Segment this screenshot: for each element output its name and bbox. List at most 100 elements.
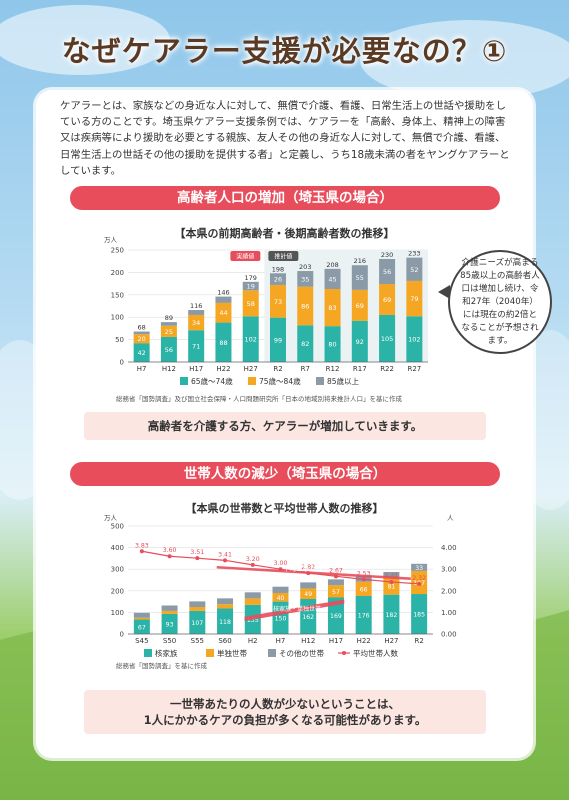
chart2-xtick: H27 [384,637,398,645]
chart2-bar-value: 107 [191,620,203,627]
chart2-ytick-right: 2.00 [441,587,457,595]
chart1-bar-segment [270,317,286,362]
chart1-legend-swatch [316,377,324,385]
chart2-bar-segment [411,563,428,571]
chart1-bar-segment [188,314,205,331]
chart1-bar-segment [406,316,423,362]
chart2-legend-label: 単独世帯 [217,648,247,658]
chart1-ytick: 0 [120,359,124,367]
chart2-bar-value: 57 [332,589,340,596]
chart2-unit-left: 万人 [104,514,118,522]
section2-conclusion-line2: 1人にかかるケアの負担が多くなる可能性があります。 [143,713,427,727]
chart2-xtick: H17 [329,637,343,645]
chart2-avg-label: 2.67 [329,567,343,574]
chart1-bar-segment [133,343,150,362]
chart1-xtick: H12 [162,365,176,373]
chart1-bar-value: 79 [410,295,418,303]
chart2-avg-label: 2.82 [301,564,315,571]
chart1-total-label: 230 [381,251,393,259]
chart1-bar-segment [160,322,177,326]
chart2-ytick-left: 500 [111,523,124,531]
page-title: なぜケアラー支援が必要なの？① [61,34,508,68]
chart2-bar-segment [189,607,206,611]
chart1-ytick: 50 [115,336,124,344]
chart1-bar-value: 102 [408,336,420,344]
chart1-bar-segment [270,273,286,285]
chart1-bar-value: 34 [192,319,200,327]
chart1-xtick: R27 [407,365,421,373]
chart2-bar-value: 49 [304,591,312,598]
section2-conclusion-line1: 一世帯あたりの人数が少ないということは、 [170,697,400,711]
chart1-xtick: H17 [189,365,203,373]
chart2-source: 総務省「国勢調査」を基に作成 [116,662,207,670]
chart1-bar-segment [351,320,368,362]
callout-bubble: 介護ニーズが高まる85歳以上の高齢者人口は増加し続け、令和27年（2040年）に… [448,250,552,354]
chart2-bar-value: 150 [275,615,287,622]
chart2-xtick: S50 [163,637,176,645]
chart2-avg-point [389,579,394,584]
chart1-bar-segment [324,268,341,289]
chart2-xtick: H2 [248,637,258,645]
chart2-bar-value: 33 [415,565,423,572]
chart1-total-label: 116 [190,302,202,310]
chart2-avg-label: 3.83 [135,542,149,549]
chart2-avg-label: 3.51 [190,549,204,556]
chart2-trend-arrow-up [244,599,345,622]
chart1-bar-value: 55 [356,274,364,282]
chart1-bar-segment [297,286,314,326]
chart1-total-label: 216 [354,257,366,265]
chart2-bar-value: 40 [277,595,285,602]
chart1-xtick: R7 [301,365,310,373]
chart2-bar-segment [217,598,234,605]
chart1-bar-segment [351,289,368,321]
chart2-bar-segment [244,592,261,599]
chart2-ytick-right: 0.00 [441,631,457,639]
chart2-bar-segment [383,594,400,634]
chart2-bar-segment [355,595,372,634]
chart2-bar-value: 162 [302,614,314,621]
chart2-trend-label-down: 平均世帯人数 [283,563,323,572]
chart2-bar-value: 66 [360,586,368,593]
chart1-bar-value: 26 [274,276,282,284]
chart2-avg-label: 3.20 [246,556,260,563]
chart1-bar-segment [379,284,396,315]
chart2-ytick-left: 0 [120,631,124,639]
chart1-bar-value: 35 [301,275,309,283]
chart2-legend-label: 平均世帯人数 [353,648,398,658]
section1-heading: 高齢者人口の増加（埼玉県の場合） [70,186,500,210]
chart2-ytick-right: 1.00 [441,609,457,617]
chart2-avg-point [167,554,172,559]
chart1-xtick: R22 [380,365,394,373]
chart1-bar-value: 86 [301,303,309,311]
chart2-bar-segment [244,598,261,605]
chart1-bar-value: 92 [356,338,364,346]
chart1-xtick: R17 [353,365,367,373]
chart1-unit: 万人 [104,236,118,244]
chart1-bar-value: 52 [410,266,418,274]
callout-tail [438,285,450,299]
chart1-xtick: R2 [273,365,282,373]
chart1-bar-value: 56 [165,346,173,354]
chart2-avg-point [250,562,255,567]
chart2-bar-segment [133,617,150,620]
chart2-bar-segment [161,610,178,614]
chart1-bar-segment [133,331,150,335]
chart1-elderly-population: 万人 0 50 100 150 200 250 42 20 68 H7 56 25 89 H12 71 34 11… [104,236,428,386]
chart1-projection-band [264,250,428,362]
chart2-households: 万人 人 0 100 200 300 400 500 0.00 1.00 2.00 3.00 4.00 6… [104,514,457,658]
chart2-ytick-left: 100 [111,609,124,617]
chart2-xtick: H12 [301,637,315,645]
chart2-legend-swatch [144,649,152,657]
chart1-bar-segment [242,281,259,291]
chart2-xtick: R2 [414,637,423,645]
chart2-bar-segment [327,597,344,634]
chart1-bar-segment [297,325,314,362]
chart2-avg-label: 3.41 [218,551,232,558]
chart1-total-label: 233 [408,250,420,258]
chart1-source: 総務省「国勢調査」及び国立社会保障・人口問題研究所「日本の地域別将来推計人口」を… [116,395,402,403]
chart2-xtick: S60 [218,637,231,645]
chart1-xtick: H7 [137,365,147,373]
chart2-bar-segment [189,610,206,634]
chart1-ytick: 100 [111,314,124,322]
chart1-bar-segment [379,258,396,285]
